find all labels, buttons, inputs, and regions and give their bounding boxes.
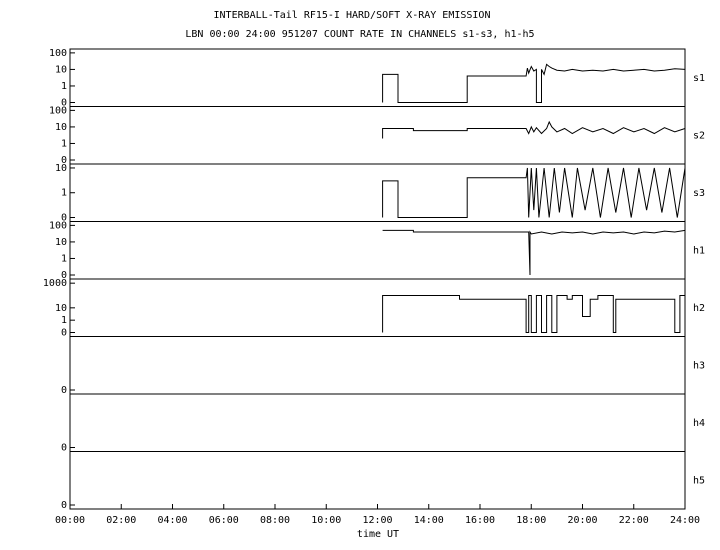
y-tick-label: 100	[49, 105, 67, 116]
y-tick-label: 0	[61, 500, 67, 511]
y-tick-label: 1	[61, 315, 67, 326]
y-tick-label: 0	[61, 443, 67, 454]
panel-label: s2	[693, 130, 705, 141]
panel-frame	[69, 336, 686, 395]
panel-frame	[69, 393, 686, 452]
y-tick-label: 0	[61, 328, 67, 339]
panel-label: h5	[693, 475, 705, 486]
series-line	[382, 120, 686, 139]
series-line	[382, 229, 686, 276]
y-tick-label: 1000	[43, 278, 67, 289]
panel-frame	[69, 451, 686, 510]
x-tick-label: 16:00	[465, 515, 495, 526]
x-tick-label: 00:00	[55, 515, 85, 526]
x-tick-label: 14:00	[414, 515, 444, 526]
x-tick-label: 22:00	[619, 515, 649, 526]
y-tick-label: 0	[61, 270, 67, 281]
x-tick-label: 04:00	[157, 515, 187, 526]
x-axis-label: time UT	[357, 529, 399, 540]
panel-frame	[69, 48, 686, 107]
panel-label: h1	[693, 245, 705, 256]
y-tick-label: 1	[61, 81, 67, 92]
panel-frame	[69, 106, 686, 165]
y-tick-label: 10	[55, 163, 67, 174]
panel-label: h3	[693, 360, 705, 371]
panel-frame	[69, 163, 686, 222]
y-tick-label: 1	[61, 138, 67, 149]
y-tick-label: 100	[49, 48, 67, 59]
chart-subtitle: LBN 00:00 24:00 951207 COUNT RATE IN CHA…	[185, 29, 534, 40]
x-tick-label: 02:00	[106, 515, 136, 526]
y-tick-label: 10	[55, 237, 67, 248]
x-tick-label: 06:00	[209, 515, 239, 526]
panel-frame	[69, 221, 686, 280]
x-tick-label: 20:00	[567, 515, 597, 526]
x-tick-label: 18:00	[516, 515, 546, 526]
series-line	[382, 167, 686, 218]
y-tick-label: 10	[55, 64, 67, 75]
y-tick-label: 1	[61, 253, 67, 264]
y-tick-label: 10	[55, 303, 67, 314]
panel-frame	[69, 278, 686, 337]
x-tick-label: 12:00	[362, 515, 392, 526]
panel-label: s1	[693, 73, 705, 84]
series-line	[382, 295, 685, 333]
y-tick-label: 0	[61, 98, 67, 109]
chart-title: INTERBALL-Tail RF15-I HARD/SOFT X-RAY EM…	[214, 10, 491, 21]
y-tick-label: 0	[61, 385, 67, 396]
panel-label: h2	[693, 303, 705, 314]
y-tick-label: 1	[61, 188, 67, 199]
x-tick-label: 08:00	[260, 515, 290, 526]
y-tick-label: 0	[61, 155, 67, 166]
panel-label: h4	[693, 418, 705, 429]
y-tick-label: 0	[61, 213, 67, 224]
panel-label: s3	[693, 188, 705, 199]
x-tick-label: 10:00	[311, 515, 341, 526]
y-tick-label: 10	[55, 122, 67, 133]
y-tick-label: 100	[49, 220, 67, 231]
series-line	[382, 63, 686, 103]
x-tick-label: 24:00	[670, 515, 700, 526]
